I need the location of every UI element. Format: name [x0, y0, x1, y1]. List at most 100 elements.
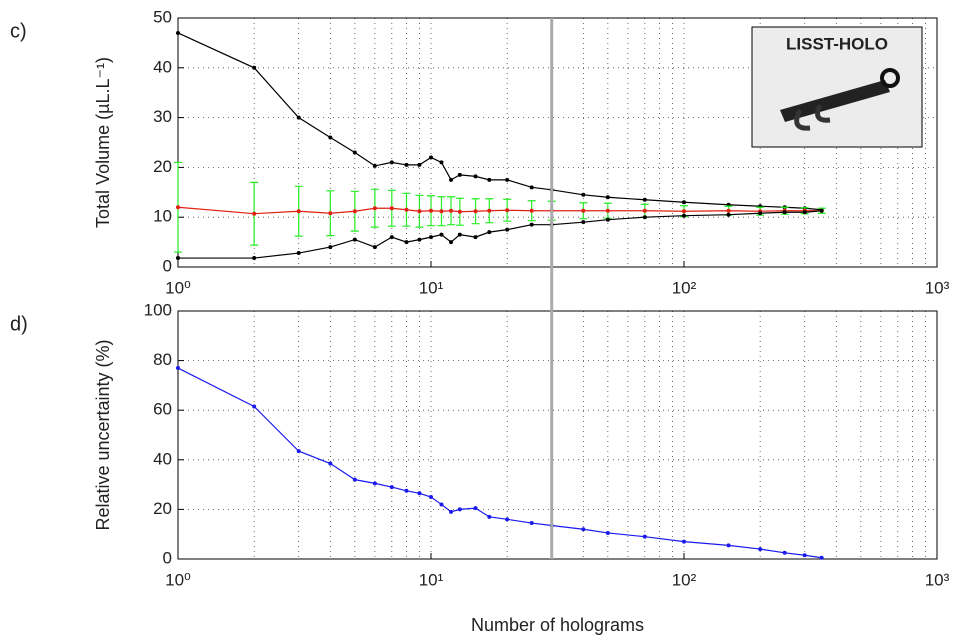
data-point: [487, 208, 492, 213]
data-point: [726, 208, 731, 213]
data-point: [372, 163, 377, 168]
data-point: [389, 206, 394, 211]
data-point: [505, 177, 510, 182]
data-point: [682, 213, 686, 218]
data-point: [642, 215, 647, 220]
data-point: [429, 235, 433, 240]
data-point: [176, 30, 180, 35]
data-point: [439, 160, 444, 165]
instrument: [780, 80, 890, 122]
y-tick-label: 100: [144, 300, 172, 319]
x-tick-label: 10⁰: [165, 278, 191, 297]
y-tick-label: 20: [153, 157, 172, 176]
data-point: [505, 208, 510, 213]
y-tick-label: 50: [153, 7, 172, 26]
data-point: [802, 210, 807, 215]
data-point: [252, 256, 257, 261]
data-point: [372, 245, 377, 250]
panel-label: c): [10, 20, 27, 42]
data-point: [352, 150, 357, 155]
data-point: [505, 517, 510, 522]
x-axis-label: Number of holograms: [471, 615, 644, 635]
data-point: [328, 245, 333, 250]
data-point: [296, 115, 301, 120]
data-point: [296, 449, 301, 454]
data-point: [782, 210, 787, 215]
data-point: [296, 251, 301, 256]
inset: LISST-HOLO: [751, 26, 923, 148]
y-tick-label: 40: [153, 57, 172, 76]
x-tick-label: 10¹: [419, 570, 444, 589]
data-point: [726, 543, 731, 548]
instrument-ring: [880, 68, 900, 88]
data-point: [529, 185, 534, 190]
data-point: [457, 172, 462, 177]
y-tick-label: 10: [153, 207, 172, 226]
data-point: [429, 495, 433, 499]
y-axis-label: Total Volume (µL.L⁻¹): [93, 57, 113, 228]
data-point: [605, 208, 610, 213]
plot-frame: [177, 310, 938, 560]
data-point: [457, 507, 462, 512]
data-point: [439, 502, 444, 507]
data-point: [372, 206, 377, 211]
data-point: [352, 477, 357, 482]
data-point: [758, 547, 763, 552]
data-point: [581, 220, 586, 225]
data-point: [372, 481, 377, 486]
inset-label: LISST-HOLO: [786, 34, 888, 53]
y-tick-label: 0: [163, 548, 172, 567]
data-point: [581, 208, 586, 213]
data-point: [802, 553, 807, 558]
plot-area: [178, 311, 937, 559]
data-point: [605, 195, 610, 200]
panel-label: d): [10, 313, 28, 335]
data-point: [529, 222, 534, 227]
data-point: [726, 212, 731, 217]
x-tick-label: 10²: [672, 278, 697, 297]
data-point: [642, 197, 647, 202]
data-point: [457, 209, 462, 214]
data-point: [819, 555, 824, 560]
y-tick-label: 0: [163, 256, 172, 275]
y-tick-label: 40: [153, 449, 172, 468]
data-point: [529, 521, 534, 526]
plot-frame: [177, 17, 938, 268]
data-point: [642, 208, 647, 213]
data-point: [581, 527, 586, 532]
data-point: [352, 237, 357, 242]
data-point: [404, 162, 409, 167]
data-point: [352, 209, 357, 214]
data-point: [449, 509, 454, 514]
data-point: [404, 488, 409, 493]
data-point: [782, 550, 787, 555]
y-tick-label: 30: [153, 107, 172, 126]
data-point: [328, 135, 333, 140]
data-point: [252, 404, 257, 409]
data-point: [682, 200, 686, 205]
y-tick-label: 60: [153, 400, 172, 419]
data-point: [328, 461, 333, 466]
data-point: [417, 162, 422, 167]
x-tick-label: 10³: [925, 570, 950, 589]
data-point: [449, 240, 454, 245]
data-point: [605, 530, 610, 535]
data-point: [682, 209, 686, 214]
data-point: [529, 208, 534, 213]
data-point: [176, 366, 180, 371]
x-tick-label: 10³: [925, 278, 950, 297]
data-point: [389, 235, 394, 240]
data-point: [176, 205, 180, 210]
data-point: [505, 227, 510, 232]
data-point: [429, 208, 433, 213]
data-point: [389, 160, 394, 165]
y-tick-label: 80: [153, 350, 172, 369]
data-point: [449, 177, 454, 182]
data-point: [473, 506, 478, 511]
data-point: [429, 155, 433, 160]
data-point: [417, 209, 422, 214]
data-point: [473, 209, 478, 214]
data-point: [439, 209, 444, 214]
data-point: [252, 211, 257, 216]
